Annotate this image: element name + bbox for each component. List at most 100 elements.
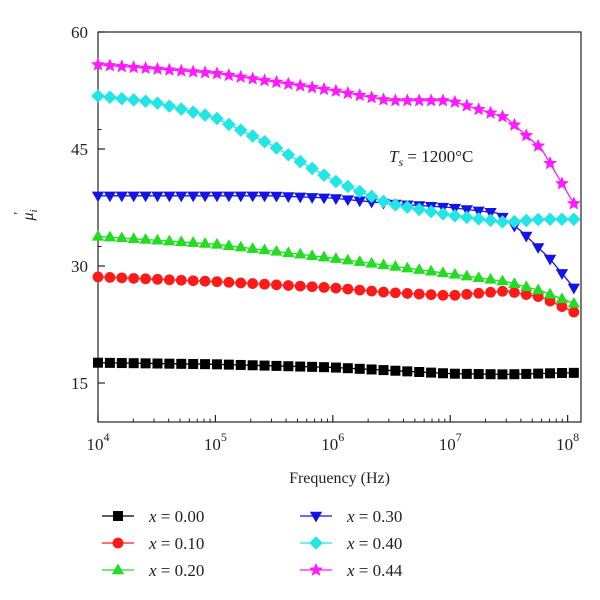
data-point: [497, 369, 508, 380]
data-point: [319, 362, 330, 373]
legend-label: x = 0.20: [148, 561, 204, 580]
data-point: [353, 196, 366, 208]
data-point: [543, 254, 557, 266]
temperature-annotation: Ts = 1200°C: [389, 147, 473, 169]
data-point: [460, 269, 473, 281]
data-point: [376, 92, 391, 106]
series-group: [91, 57, 581, 380]
legend-item: x = 0.10: [102, 534, 204, 553]
series-1: [92, 271, 580, 318]
data-point: [531, 243, 545, 254]
data-point: [152, 273, 163, 285]
data-point: [352, 184, 367, 199]
x-tick-label: 107: [439, 430, 462, 454]
data-point: [390, 365, 401, 376]
data-point: [223, 276, 235, 288]
data-point: [245, 71, 260, 85]
data-point: [259, 278, 270, 290]
data-point: [485, 369, 496, 380]
data-point: [330, 362, 341, 373]
data-point: [150, 61, 165, 75]
data-point: [294, 192, 307, 204]
data-point: [555, 212, 569, 226]
legend-marker: [112, 537, 124, 549]
data-point: [210, 66, 224, 80]
data-point: [448, 209, 462, 223]
data-point: [436, 207, 450, 221]
data-point: [162, 62, 177, 76]
data-point: [152, 358, 163, 369]
data-point: [545, 368, 556, 379]
data-point: [354, 284, 366, 296]
x-tick-label: 106: [321, 430, 344, 454]
series-4: [91, 89, 581, 229]
data-point: [533, 368, 544, 379]
data-point: [329, 174, 343, 189]
data-point: [174, 102, 189, 116]
data-point: [437, 368, 448, 379]
data-point: [103, 90, 117, 105]
data-point: [413, 263, 426, 274]
data-point: [247, 360, 258, 371]
data-point: [388, 198, 403, 212]
data-point: [115, 91, 129, 106]
data-point: [330, 282, 342, 294]
data-point: [341, 195, 354, 207]
data-point: [282, 280, 294, 291]
data-point: [235, 277, 247, 289]
data-point: [116, 358, 127, 369]
data-point: [484, 207, 497, 219]
data-point: [164, 358, 175, 369]
legend-item: x = 0.00: [102, 507, 204, 526]
x-tick-label: 105: [204, 430, 227, 454]
data-point: [483, 105, 498, 119]
data-point: [282, 246, 295, 258]
data-point: [294, 280, 306, 292]
data-point: [186, 191, 200, 203]
data-point: [104, 271, 116, 283]
legend-item: x = 0.30: [300, 507, 402, 526]
data-point: [460, 210, 474, 225]
data-point: [531, 283, 545, 295]
data-point: [519, 213, 534, 228]
data-point: [567, 212, 581, 226]
data-point: [400, 200, 415, 214]
data-point: [305, 193, 319, 204]
data-point: [389, 260, 402, 271]
data-point: [473, 369, 484, 380]
data-point: [437, 289, 449, 301]
data-point: [258, 191, 271, 203]
data-point: [270, 191, 283, 203]
data-point: [151, 191, 164, 203]
data-point: [497, 285, 508, 297]
data-point: [305, 161, 319, 176]
data-point: [175, 235, 188, 247]
data-point: [187, 275, 199, 287]
data-point: [566, 196, 581, 210]
series-2: [91, 229, 581, 308]
data-point: [271, 360, 282, 371]
data-point: [342, 283, 354, 295]
data-point: [376, 194, 391, 209]
data-point: [448, 94, 462, 108]
data-point: [103, 191, 117, 203]
data-point: [400, 93, 415, 107]
data-point: [556, 301, 568, 312]
data-point: [317, 168, 331, 182]
data-point: [306, 281, 318, 293]
data-point: [103, 58, 117, 72]
legend-marker: [111, 563, 125, 575]
data-point: [317, 193, 331, 205]
data-point: [543, 212, 557, 226]
data-point: [340, 85, 355, 100]
data-point: [198, 65, 212, 79]
data-point: [461, 368, 472, 379]
data-point: [163, 234, 176, 246]
data-point: [151, 233, 164, 245]
data-point: [341, 179, 355, 194]
data-point: [198, 191, 212, 203]
series-0: [93, 357, 579, 380]
legend-label: x = 0.30: [346, 507, 402, 526]
data-point: [425, 289, 437, 301]
y-tick-label: 60: [71, 23, 88, 42]
